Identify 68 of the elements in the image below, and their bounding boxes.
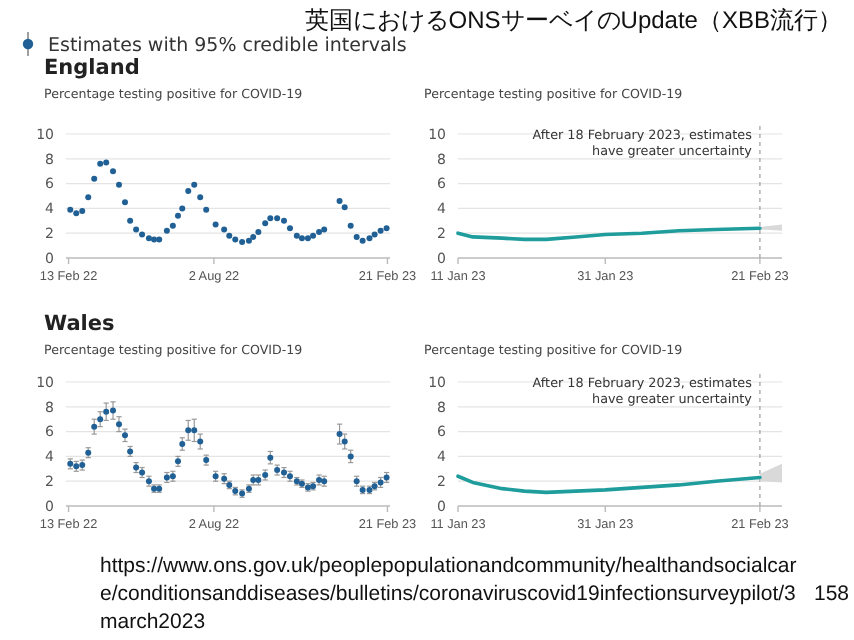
point [127, 217, 134, 224]
point [304, 235, 311, 242]
text: Estimates with 95% credible intervals [48, 35, 407, 57]
point [110, 168, 117, 175]
point [116, 421, 122, 428]
point [341, 204, 348, 211]
point [97, 416, 104, 423]
point [371, 231, 378, 238]
point [110, 407, 117, 414]
point [197, 194, 204, 201]
point [91, 175, 98, 182]
point [179, 205, 186, 212]
point [232, 236, 239, 243]
point [174, 212, 181, 219]
point [139, 231, 146, 238]
point [203, 206, 210, 213]
point [366, 235, 373, 242]
point [336, 197, 343, 204]
point [226, 232, 233, 239]
point [383, 225, 390, 232]
point [116, 181, 122, 188]
point [359, 237, 366, 244]
point [133, 226, 140, 233]
point [103, 408, 110, 415]
point [163, 227, 170, 234]
point [67, 206, 74, 213]
point [267, 215, 274, 222]
point [310, 232, 317, 239]
point [239, 238, 246, 245]
point [103, 159, 110, 166]
chart-title: England [44, 56, 140, 80]
point [347, 222, 354, 229]
point [197, 438, 204, 445]
point [191, 427, 198, 434]
point [91, 423, 98, 430]
point [336, 431, 343, 438]
point [97, 160, 104, 167]
point [85, 194, 92, 201]
point [245, 237, 252, 244]
text: 158 [814, 580, 850, 608]
point [250, 233, 257, 240]
point [321, 226, 328, 233]
point [316, 228, 323, 235]
text: https://www.ons.gov.uk/peoplepopulationandcommunity/healthandsocialcare/conditionsanddiseases/bulletins/coronaviruscovid19infectionsurveypilot/3march2023 [100, 552, 799, 636]
point [286, 225, 293, 232]
point [212, 221, 219, 228]
point [221, 226, 228, 233]
point [145, 235, 152, 242]
point [280, 217, 287, 224]
point [191, 181, 198, 188]
point [353, 233, 360, 240]
point [274, 215, 281, 222]
point [169, 222, 176, 229]
point [341, 438, 348, 445]
point [79, 207, 86, 214]
point [255, 228, 262, 235]
point [121, 199, 128, 206]
point [151, 236, 158, 243]
point [298, 235, 305, 242]
point [185, 188, 192, 195]
chart-title: Wales [44, 312, 115, 336]
point [156, 236, 163, 243]
point [262, 220, 269, 227]
text: 英国におけるONSサーベイのUpdate（XBB流行） [304, 6, 842, 34]
point [185, 427, 192, 434]
point [377, 227, 384, 234]
point [293, 232, 300, 239]
point [73, 210, 80, 217]
